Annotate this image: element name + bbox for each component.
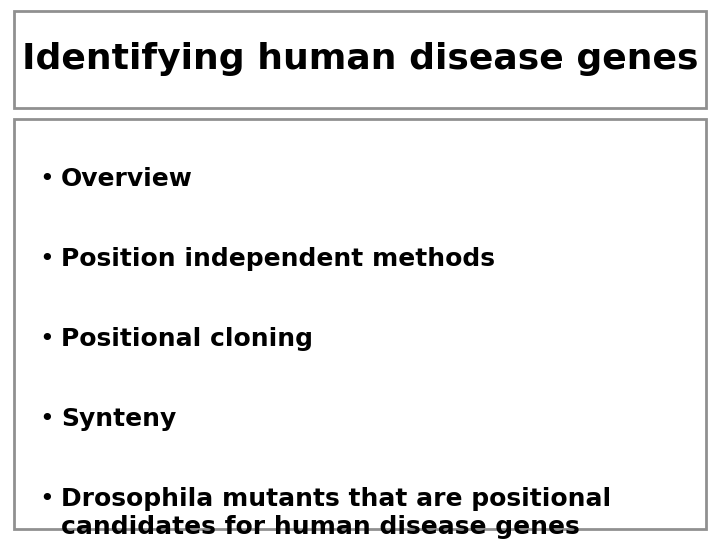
Text: Drosophila mutants that are positional
candidates for human disease genes: Drosophila mutants that are positional c… <box>61 487 611 539</box>
Text: •: • <box>40 327 54 351</box>
Text: Identifying human disease genes: Identifying human disease genes <box>22 43 698 76</box>
Text: Synteny: Synteny <box>61 407 176 431</box>
FancyBboxPatch shape <box>14 11 706 108</box>
Text: Position independent methods: Position independent methods <box>61 247 495 271</box>
Text: Overview: Overview <box>61 167 193 191</box>
Text: Positional cloning: Positional cloning <box>61 327 313 351</box>
Text: •: • <box>40 247 54 271</box>
Text: •: • <box>40 407 54 431</box>
FancyBboxPatch shape <box>14 119 706 529</box>
Text: •: • <box>40 167 54 191</box>
Text: •: • <box>40 487 54 511</box>
